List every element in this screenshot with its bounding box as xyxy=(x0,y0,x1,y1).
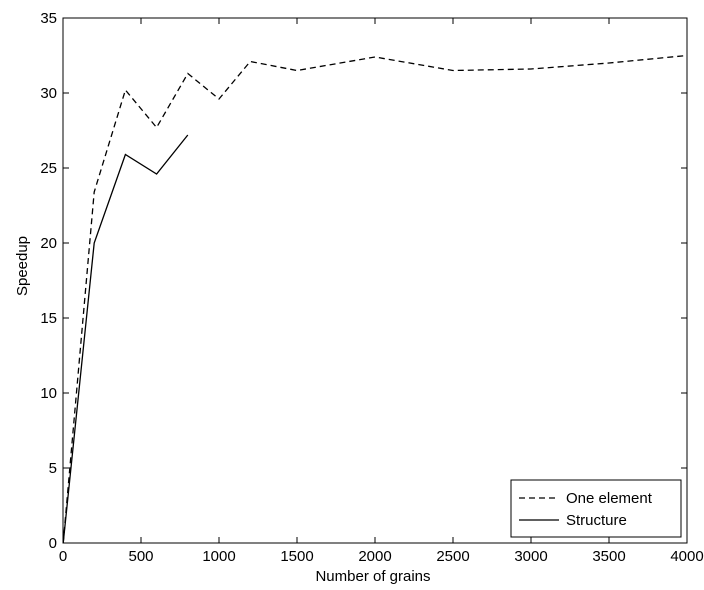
x-tick-label: 3000 xyxy=(514,548,547,565)
series-layer xyxy=(63,55,687,543)
x-tick-label: 3500 xyxy=(592,548,625,565)
x-tick-label: 1000 xyxy=(202,548,235,565)
y-axis-label: Speedup xyxy=(14,236,31,296)
x-tick-label: 0 xyxy=(59,548,67,565)
legend-label-one-element: One element xyxy=(566,490,653,507)
y-tick-label: 15 xyxy=(40,310,57,327)
x-axis-label: Number of grains xyxy=(315,568,430,585)
y-tick-label: 35 xyxy=(40,10,57,27)
x-tick-label: 1500 xyxy=(280,548,313,565)
legend-label-structure: Structure xyxy=(566,512,627,529)
legend: One element Structure xyxy=(511,480,681,537)
x-tick-label: 2500 xyxy=(436,548,469,565)
x-tick-label: 4000 xyxy=(670,548,703,565)
plot-frame xyxy=(63,18,687,543)
y-tick-label: 25 xyxy=(40,160,57,177)
x-tick-label: 2000 xyxy=(358,548,391,565)
series-line-structure xyxy=(63,135,188,543)
y-tick-label: 10 xyxy=(40,385,57,402)
y-tick-label: 20 xyxy=(40,235,57,252)
y-tick-label: 30 xyxy=(40,85,57,102)
x-tick-label: 500 xyxy=(128,548,153,565)
series-line-one-element xyxy=(63,56,687,544)
y-tick-label: 5 xyxy=(49,460,57,477)
y-tick-label: 0 xyxy=(49,535,57,552)
